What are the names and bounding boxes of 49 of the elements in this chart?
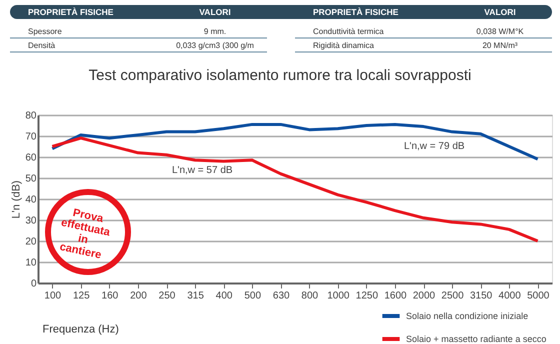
line-series (50, 136, 540, 242)
text: VALORI (199, 7, 231, 17)
text: PROPRIETÀ FISICHE (28, 7, 114, 17)
x-tick-label: 1250 (356, 290, 378, 302)
text: 9 mm. (204, 27, 226, 36)
y-axis-title: L'n (dB) (10, 180, 22, 219)
annotation: Prova effettuata in cantiere (58, 206, 112, 262)
text: 0,038 W/M°K (476, 27, 524, 36)
x-axis-title: Frequenza (Hz) (42, 324, 119, 336)
x-tick-label: 1000 (327, 290, 350, 302)
x-tick-label: 3150 (470, 290, 493, 302)
x-tick-label: 160 (102, 290, 119, 302)
x-tick-label: 1600 (384, 290, 408, 302)
text: PROPRIETÀ FISICHE (313, 7, 399, 17)
x-tick-label: 5000 (527, 290, 550, 302)
line-series (50, 122, 540, 161)
text: Rigidità dinamica (313, 41, 374, 50)
text: VALORI (484, 7, 516, 17)
x-tick-label: 100 (44, 290, 62, 302)
text: Densità (28, 41, 56, 50)
x-tick-label: 125 (72, 290, 90, 302)
y-tick-label: 50 (25, 174, 37, 184)
legend-label: Solaio nella condizione iniziale (406, 311, 528, 321)
y-tick-label: 60 (25, 152, 37, 164)
text: Conduttività termica (313, 27, 384, 36)
text: 0,033 g/cm3 (300 g/m (176, 41, 254, 50)
x-tick-label: 630 (272, 290, 290, 302)
y-tick-label: 70 (25, 132, 37, 142)
x-tick-label: 200 (130, 290, 148, 302)
x-tick-label: 250 (158, 290, 176, 302)
legend-label: Solaio + massetto radiante a secco (406, 334, 546, 344)
annotation: L'n,w = 57 dB (172, 165, 233, 176)
annotation: L'n,w = 79 dB (404, 141, 465, 152)
y-tick-label: 30 (25, 216, 37, 226)
y-tick-label: 80 (25, 110, 37, 122)
x-tick-label: 4000 (498, 290, 522, 302)
x-tick-label: 500 (244, 290, 262, 302)
x-tick-label: 315 (187, 290, 204, 302)
x-tick-label: 2000 (412, 290, 436, 302)
y-tick-label: 10 (25, 258, 37, 268)
text: 20 MN/m³ (482, 41, 518, 50)
x-tick-label: 2500 (441, 290, 464, 302)
chart-title: Test comparativo isolamento rumore tra locali sovrapposti (88, 67, 472, 84)
y-tick-label: 0 (30, 278, 37, 290)
text: Spessore (28, 27, 62, 36)
y-tick-label: 40 (25, 194, 37, 206)
y-tick-label: 20 (25, 236, 37, 248)
x-tick-label: 800 (301, 290, 319, 302)
x-tick-label: 400 (216, 290, 233, 302)
